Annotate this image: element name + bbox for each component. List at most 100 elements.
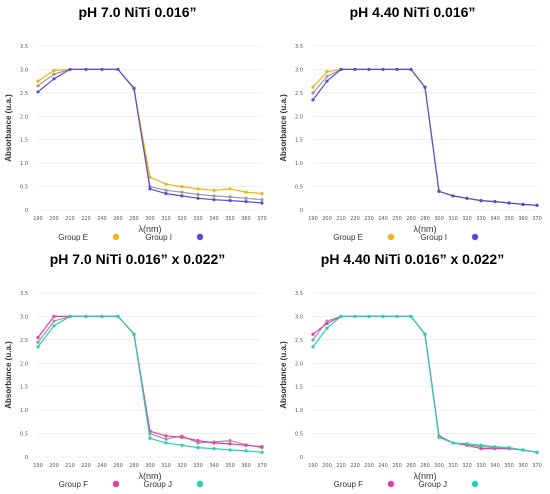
x-tick-label: 240 (378, 463, 388, 469)
y-tick-label: 2.0 (20, 114, 28, 120)
data-point (437, 189, 441, 193)
data-point (311, 345, 315, 349)
data-point (100, 67, 104, 72)
chart-panel-3: pH 7.0 NiTi 0.016” x 0.022” 0 0.5 1.0 1.5 2.… (0, 247, 275, 494)
chart-svg: 0 0.5 1.0 1.5 2.0 2.5 3.0 3.5 190 200 210 220 240 260… (4, 291, 267, 489)
legend-marker (387, 233, 395, 241)
y-tick-label: 3.0 (20, 314, 28, 320)
y-tick-label: 0.5 (295, 432, 303, 438)
x-tick-label: 220 (81, 463, 91, 469)
x-tick-label: 200 (322, 463, 332, 469)
data-point (409, 67, 413, 72)
x-tick-label: 310 (161, 216, 171, 222)
x-tick-label: 210 (336, 463, 346, 469)
x-tick-label: 340 (490, 216, 500, 222)
data-point (164, 188, 168, 192)
legend-label: Group E (58, 233, 88, 242)
x-tick-label: 260 (406, 463, 416, 469)
x-axis-title: λ(nm) (414, 471, 437, 481)
data-point (180, 194, 184, 198)
chart-panel-2: pH 4.40 NiTi 0.016” 0 0.5 1.0 1.5 2.0 2.5 3.0 3… (275, 0, 550, 247)
data-point (180, 190, 184, 194)
y-tick-label: 2.5 (20, 91, 28, 97)
data-point (479, 443, 483, 447)
chart-title: pH 7.0 NiTi 0.016” (78, 4, 197, 20)
data-point (196, 196, 200, 200)
data-point (423, 85, 427, 89)
data-point (311, 85, 315, 89)
x-tick-label: 280 (420, 216, 430, 222)
legend-marker (387, 480, 395, 488)
legend-label: Group F (59, 480, 88, 489)
y-tick-label: 1.0 (295, 408, 303, 414)
data-point (507, 201, 511, 205)
data-point (180, 184, 184, 189)
x-tick-label: 340 (209, 216, 219, 222)
data-point (164, 192, 168, 196)
y-tick-label: 1.0 (20, 161, 28, 167)
data-point (116, 314, 120, 319)
x-tick-label: 240 (97, 216, 107, 222)
data-point (116, 67, 120, 72)
legend-marker (112, 480, 120, 488)
x-tick-label: 300 (434, 216, 444, 222)
data-point (521, 448, 525, 452)
x-tick-label: 220 (350, 216, 360, 222)
x-tick-label: 320 (462, 216, 472, 222)
y-axis-title: Absorbance (u.a.) (4, 341, 13, 409)
data-point (196, 192, 200, 197)
y-axis-title: Absorbance (u.a.) (4, 94, 13, 162)
data-point (212, 194, 216, 198)
chart-svg: 0 0.5 1.0 1.5 2.0 2.5 3.0 3.5 190 200 210 220 230 240… (279, 291, 542, 489)
x-tick-label: 190 (33, 463, 43, 469)
x-tick-label: 200 (49, 463, 59, 469)
data-point (339, 314, 343, 319)
x-tick-label: 330 (193, 463, 203, 469)
data-point (367, 67, 371, 72)
chart-title: pH 4.40 NiTi 0.016” x 0.022” (320, 251, 505, 267)
data-point (36, 335, 40, 340)
data-point (260, 201, 264, 205)
data-point (244, 199, 248, 204)
data-point (36, 79, 40, 83)
x-tick-label: 320 (177, 216, 187, 222)
data-point (132, 332, 136, 336)
data-point (395, 314, 399, 319)
x-tick-label: 350 (225, 216, 235, 222)
x-tick-label: 310 (448, 463, 458, 469)
y-tick-label: 2.0 (295, 361, 303, 367)
x-tick-label: 370 (532, 463, 542, 469)
x-tick-label: 250 (392, 463, 402, 469)
data-point (325, 319, 329, 323)
x-tick-label: 200 (49, 216, 59, 222)
data-point (196, 446, 200, 450)
data-point (212, 446, 216, 451)
y-tick-label: 3.5 (295, 44, 303, 50)
data-point (100, 314, 104, 319)
x-tick-label: 350 (504, 463, 514, 469)
x-tick-label: 370 (257, 216, 267, 222)
x-tick-label: 300 (145, 216, 155, 222)
x-tick-label: 230 (364, 463, 374, 469)
data-point (68, 314, 72, 319)
x-tick-label: 260 (113, 463, 123, 469)
legend-label: Group E (333, 233, 363, 242)
x-tick-label: 320 (462, 463, 472, 469)
data-point (325, 321, 329, 326)
y-tick-label: 2.5 (295, 91, 303, 97)
x-tick-label: 310 (161, 463, 171, 469)
x-tick-label: 260 (406, 216, 416, 222)
y-tick-label: 1.5 (20, 138, 28, 144)
x-tick-label: 360 (241, 463, 251, 469)
x-tick-label: 280 (129, 463, 139, 469)
legend-marker (196, 233, 204, 241)
y-tick-label: 0.5 (20, 432, 28, 438)
data-point (311, 91, 315, 95)
data-point (325, 79, 329, 83)
data-point (212, 198, 216, 202)
data-point (36, 90, 40, 94)
data-point (423, 332, 427, 336)
x-tick-label: 190 (308, 463, 318, 469)
data-point (244, 449, 248, 453)
data-point (52, 77, 56, 81)
